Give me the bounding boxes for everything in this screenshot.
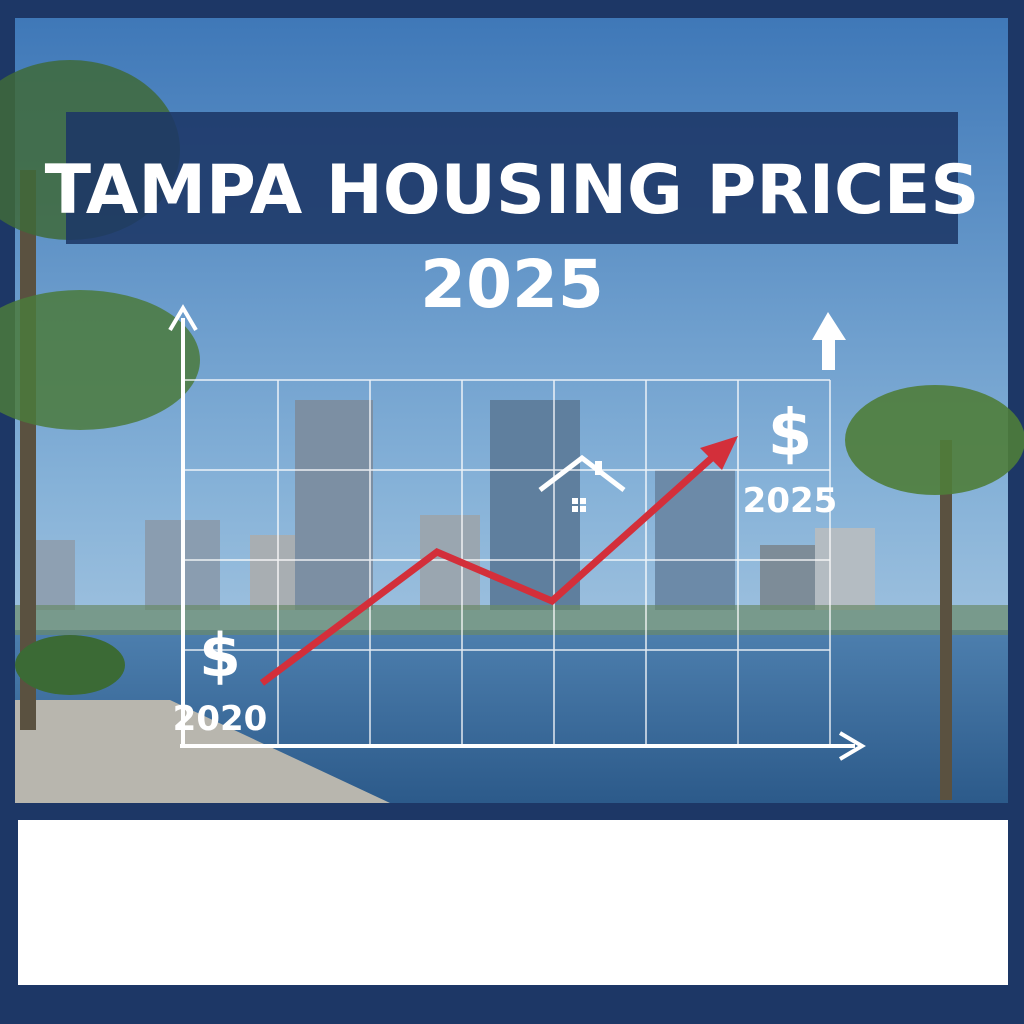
title-banner: [66, 112, 958, 244]
dollar-end: $: [768, 397, 813, 471]
subtitle: 2025: [420, 246, 604, 323]
title: TAMPA HOUSING PRICES: [45, 151, 980, 230]
blank-panel: [18, 820, 1008, 985]
trend-line: [259, 452, 718, 686]
axes: [168, 304, 866, 761]
up-arrow-icon: [812, 312, 846, 370]
year-start: 2020: [173, 699, 268, 739]
dollar-start: $: [199, 621, 241, 691]
trend-arrowhead: [700, 436, 738, 470]
house-icon: [538, 454, 626, 512]
year-end: 2025: [743, 481, 838, 521]
